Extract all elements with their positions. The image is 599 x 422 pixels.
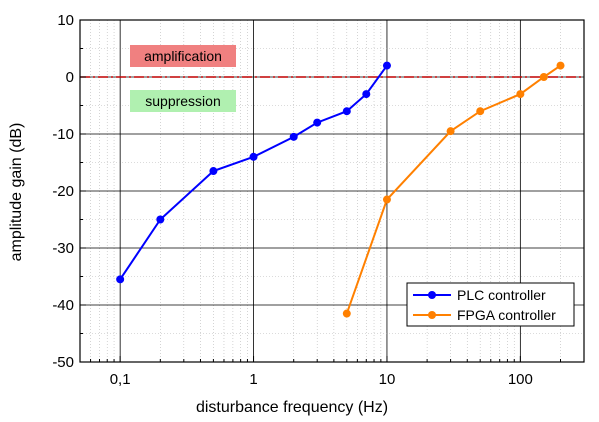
x-axis-label: disturbance frequency (Hz) bbox=[196, 399, 388, 416]
y-tick-label: -40 bbox=[52, 297, 74, 314]
legend-label: PLC controller bbox=[457, 287, 546, 303]
y-tick-label: -30 bbox=[52, 240, 74, 257]
y-tick-label: -10 bbox=[52, 126, 74, 143]
amplification-label: amplification bbox=[144, 48, 222, 64]
data-point bbox=[342, 309, 351, 318]
data-point bbox=[156, 215, 165, 224]
y-tick-label: -50 bbox=[52, 354, 74, 371]
y-axis-label: amplitude gain (dB) bbox=[8, 123, 25, 262]
annotations: amplification suppression bbox=[130, 45, 236, 112]
data-point bbox=[539, 73, 548, 81]
legend: PLC controller FPGA controller bbox=[406, 282, 575, 327]
data-point bbox=[382, 61, 391, 70]
data-point bbox=[382, 195, 391, 204]
legend-label: FPGA controller bbox=[457, 307, 556, 323]
data-point bbox=[446, 127, 455, 136]
data-point bbox=[516, 90, 525, 99]
y-tick-label: 0 bbox=[66, 69, 74, 86]
legend-swatch-marker bbox=[428, 311, 436, 319]
suppression-label: suppression bbox=[145, 93, 221, 109]
axis-ticks: 100-10-20-30-40-500,1 1 10 100 bbox=[52, 12, 585, 388]
series-line bbox=[345, 64, 562, 314]
data-point bbox=[249, 152, 258, 161]
data-point bbox=[342, 107, 351, 116]
x-tick-label: 100 bbox=[508, 371, 533, 388]
data-point bbox=[209, 167, 218, 176]
data-point bbox=[362, 90, 371, 99]
data-point bbox=[313, 118, 322, 127]
data-point bbox=[289, 132, 298, 141]
data-point bbox=[116, 275, 125, 284]
y-tick-label: 10 bbox=[57, 12, 74, 29]
legend-entry: FPGA controller bbox=[413, 307, 556, 323]
x-tick-label: 10 bbox=[379, 371, 396, 388]
series-plc bbox=[116, 61, 391, 284]
x-tick-label: 1 bbox=[249, 371, 257, 388]
legend-entry: PLC controller bbox=[413, 287, 546, 303]
y-tick-label: -20 bbox=[52, 183, 74, 200]
legend-swatch-marker bbox=[428, 291, 436, 299]
amplification-label-box bbox=[130, 45, 236, 67]
data-point bbox=[556, 61, 565, 70]
data-point bbox=[476, 107, 485, 116]
data-series bbox=[116, 61, 565, 318]
suppression-label-box bbox=[130, 90, 236, 112]
x-tick-label: 0,1 bbox=[110, 371, 131, 388]
series-fpga bbox=[342, 61, 565, 318]
legend-box bbox=[406, 282, 575, 327]
